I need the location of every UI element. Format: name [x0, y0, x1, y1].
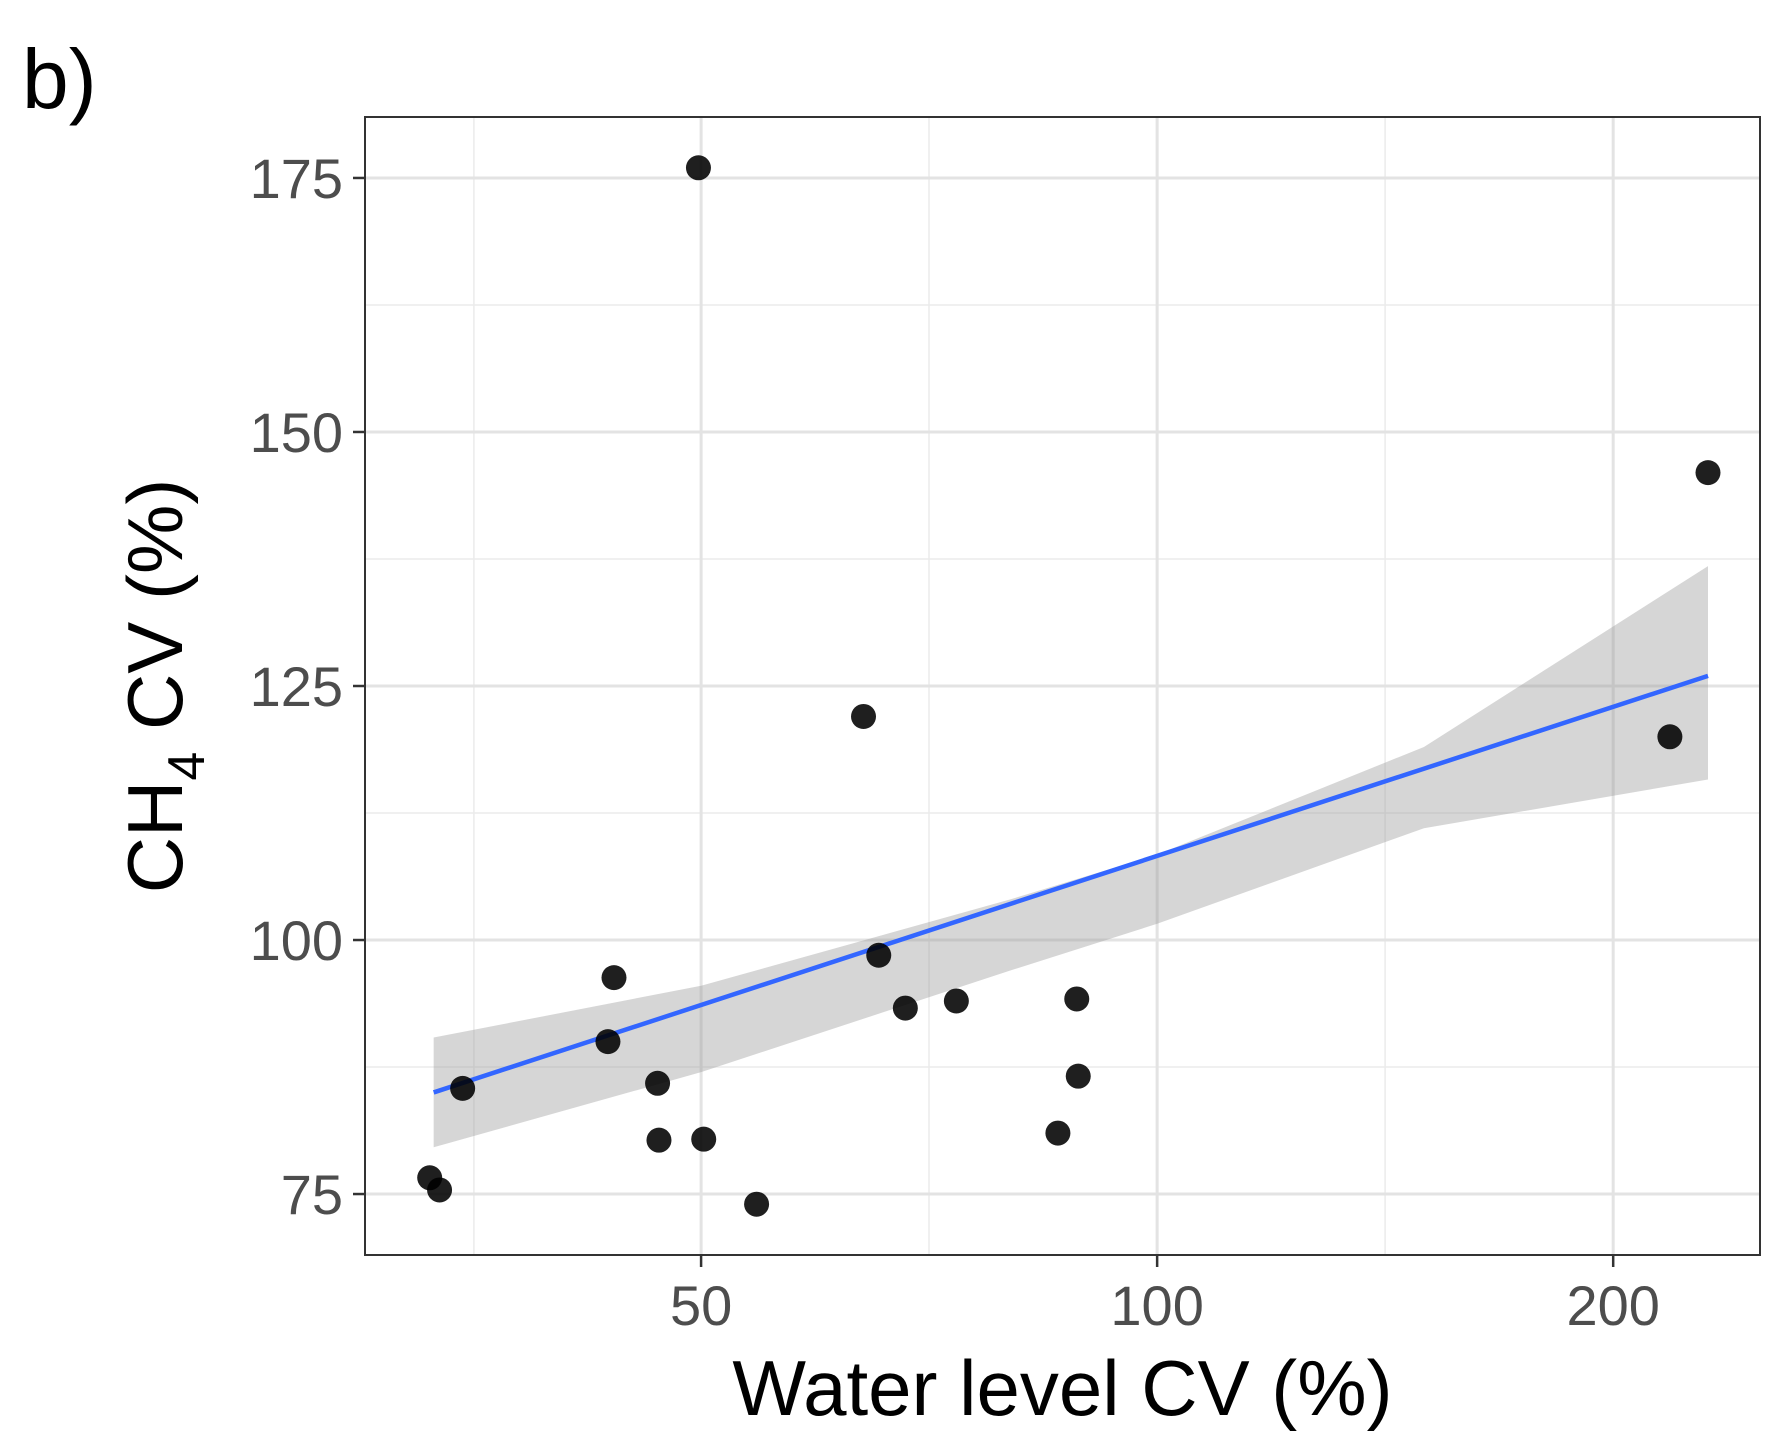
y-tick-label: 175: [250, 147, 343, 210]
x-tick-label: 100: [1110, 1274, 1203, 1337]
data-point: [427, 1177, 453, 1203]
data-point: [646, 1127, 672, 1153]
y-axis-title-tail: CV (%): [111, 479, 199, 752]
x-tick-label: 200: [1566, 1274, 1659, 1337]
panel-label: b): [22, 32, 97, 126]
confidence-band-layer: [433, 566, 1708, 1148]
data-point: [1045, 1120, 1071, 1146]
data-points: [417, 155, 1721, 1217]
y-axis-title-subscript: 4: [158, 752, 216, 781]
data-point: [851, 703, 877, 729]
data-point: [892, 995, 918, 1021]
x-tick-label: 50: [670, 1274, 732, 1337]
x-axis-title: Water level CV (%): [732, 1344, 1392, 1432]
data-point: [645, 1070, 671, 1096]
trend-line-layer: [432, 673, 1709, 1095]
data-point: [595, 1029, 621, 1055]
data-point: [1065, 1063, 1091, 1089]
data-point: [866, 942, 892, 968]
data-point: [1657, 724, 1683, 750]
y-axis-title: CH4 CV (%): [111, 479, 216, 894]
y-axis-title-main: CH: [111, 781, 199, 894]
y-tick-label: 100: [250, 909, 343, 972]
data-point: [450, 1075, 476, 1101]
y-tick-label: 75: [281, 1163, 343, 1226]
data-point: [691, 1126, 717, 1152]
x-axis-ticks: 50 100 200: [670, 1255, 1660, 1337]
gridlines: [365, 117, 1760, 1255]
y-tick-label: 125: [250, 655, 343, 718]
data-point: [685, 155, 711, 181]
data-point: [601, 965, 627, 991]
data-point: [744, 1191, 770, 1217]
data-point: [943, 988, 969, 1014]
data-point: [1695, 460, 1721, 486]
trend-line: [432, 673, 1709, 1095]
y-tick-label: 150: [250, 401, 343, 464]
confidence-band: [433, 566, 1708, 1148]
y-axis-ticks: 75 100 125 150 175: [250, 147, 365, 1226]
data-point: [1064, 986, 1090, 1012]
